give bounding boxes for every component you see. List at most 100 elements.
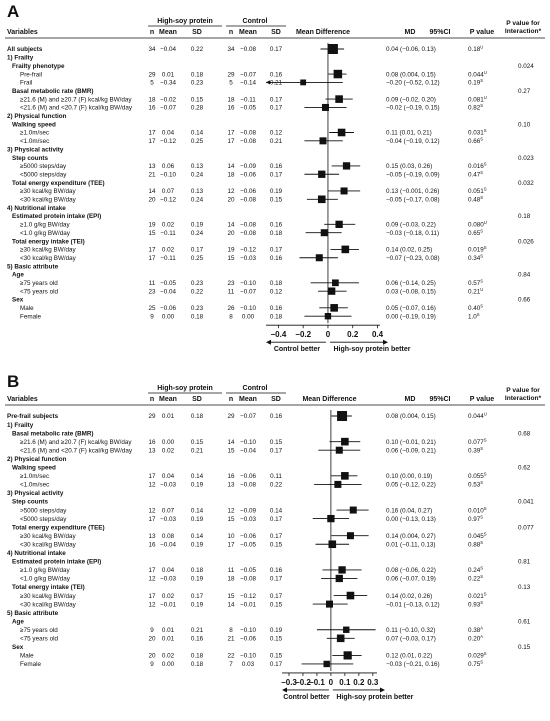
point-estimate-square <box>332 279 339 287</box>
cell-m2: 0.03 <box>242 661 255 668</box>
cell-n2: 14 <box>227 163 235 170</box>
cell-n2: 14 <box>227 222 235 229</box>
row-label: Step counts <box>12 155 49 162</box>
row-label: Walking speed <box>12 121 56 128</box>
header-n: n <box>229 396 233 403</box>
cell-n1: 12 <box>148 507 156 514</box>
cell-m2: −0.06 <box>240 636 256 643</box>
cell-s2: 0.15 <box>270 439 283 446</box>
point-estimate-square <box>326 600 333 608</box>
p-value: 0.044U <box>468 412 487 421</box>
cell-n2: 26 <box>227 305 235 312</box>
cell-n2: 15 <box>227 447 235 454</box>
md-ci-value: 0.10 (−0.01, 0.21) <box>386 439 436 446</box>
cell-m1: 0.01 <box>162 627 175 634</box>
p-value: 0.20A <box>468 634 483 643</box>
high-soy-better-label: High-soy protein better <box>333 346 410 353</box>
row-label: Estimated protein intake (EPI) <box>12 213 101 220</box>
cell-s2: 0.17 <box>270 46 283 53</box>
cell-m1: −0.03 <box>160 482 176 489</box>
cell-s2: 0.17 <box>270 516 283 523</box>
row-label: ≥30 kcal/kg BW/day <box>20 593 76 600</box>
point-estimate-square <box>328 540 337 549</box>
row-label: Total energy expenditure (TEE) <box>12 180 105 187</box>
cell-n1: 29 <box>148 71 156 78</box>
cell-m1: −0.04 <box>160 46 176 53</box>
point-estimate-square <box>341 472 349 480</box>
row-label: 2) Physical function <box>7 113 67 120</box>
row-label: 3) Physical activity <box>7 490 64 497</box>
md-ci-value: −0.02 (−0.19, 0.15) <box>386 105 440 112</box>
md-ci-value: 0.15 (0.03, 0.26) <box>386 163 432 170</box>
row-label: Step counts <box>12 499 49 506</box>
control-better-label: Control better <box>283 694 330 701</box>
row-label: Sex <box>12 644 24 651</box>
p-value-superscript: S <box>484 472 487 477</box>
cell-n1: 29 <box>148 413 156 420</box>
row-label: 5) Basic attribute <box>7 610 59 617</box>
p-value-superscript: S <box>484 506 487 511</box>
p-value-superscript: U <box>480 45 483 50</box>
cell-n1: 13 <box>148 163 156 170</box>
cell-m2: −0.10 <box>240 280 256 287</box>
row-label: Walking speed <box>12 465 56 472</box>
high-soy-better-arrowhead <box>383 339 388 345</box>
cell-n1: 17 <box>148 255 156 262</box>
p-value: 0.081U <box>468 95 487 104</box>
cell-n1: 13 <box>148 447 156 454</box>
p-value: 0.21U <box>468 287 483 296</box>
cell-n2: 18 <box>227 576 235 583</box>
p-value-superscript: S <box>484 162 487 167</box>
p-value: 0.40S <box>468 304 483 313</box>
cell-s1: 0.19 <box>191 516 204 523</box>
cell-m1: −0.12 <box>160 197 176 204</box>
cell-s1: 0.18 <box>191 653 204 660</box>
row-label: <30 kcal/kg BW/day <box>20 255 77 262</box>
p-value-superscript: U <box>484 220 487 225</box>
row-label: ≥21.6 (M) and ≥20.7 (F) kcal/kg BW/day <box>20 96 132 103</box>
row-label: ≥30 kcal/kg BW/day <box>20 188 76 195</box>
header-md: MD <box>405 29 416 36</box>
cell-m1: 0.07 <box>162 188 175 195</box>
row-label: ≥1.0m/sec <box>20 473 49 480</box>
cell-s1: 0.23 <box>191 305 204 312</box>
header-sd: SD <box>192 396 202 403</box>
row-label: ≥5000 steps/day <box>20 163 67 170</box>
x-axis-tick-label: −0.1 <box>309 678 325 687</box>
cell-n1: 20 <box>148 197 156 204</box>
point-estimate-square <box>334 480 342 488</box>
point-estimate-square <box>317 195 326 204</box>
forest-plot-a: Variables High-soy protein Control n Mean SD n… <box>5 18 545 353</box>
row-label: <1.0m/sec <box>20 482 49 489</box>
cell-m1: −0.03 <box>160 516 176 523</box>
cell-s1: 0.21 <box>191 447 204 454</box>
cell-n2: 18 <box>227 96 235 103</box>
md-ci-value: 0.00 (−0.19, 0.19) <box>386 313 436 320</box>
cell-n1: 12 <box>148 482 156 489</box>
cell-s1: 0.18 <box>191 661 204 668</box>
cell-s1: 0.17 <box>191 593 204 600</box>
p-value: 0.88S <box>468 540 483 549</box>
cell-n2: 15 <box>227 255 235 262</box>
cell-m1: 0.02 <box>162 222 175 229</box>
cell-n1: 9 <box>150 627 154 634</box>
md-ci-value: 0.06 (−0.09, 0.21) <box>386 447 436 454</box>
cell-s2: 0.17 <box>270 533 283 540</box>
p-value-superscript: S <box>480 514 483 519</box>
p-value: 0.016S <box>468 162 487 171</box>
point-estimate-square <box>300 79 307 86</box>
row-label: <21.6 (M) and <20.7 (F) kcal/kg BW/day <box>20 105 133 112</box>
row-label: <21.6 (M) and <20.7 (F) kcal/kg BW/day <box>20 447 133 454</box>
cell-m2: −0.09 <box>240 507 256 514</box>
row-label: ≥1.0 g/kg BW/day <box>20 222 71 229</box>
cell-n2: 22 <box>227 653 235 660</box>
cell-n1: 9 <box>150 661 154 668</box>
row-label: Frailty phenotype <box>12 63 65 70</box>
cell-n1: 20 <box>148 636 156 643</box>
header-group-high-soy: High-soy protein <box>157 385 213 392</box>
cell-n2: 17 <box>227 138 235 145</box>
cell-s1: 0.17 <box>191 247 204 254</box>
cell-n2: 15 <box>227 516 235 523</box>
cell-m1: −0.12 <box>160 138 176 145</box>
cell-n1: 17 <box>148 516 156 523</box>
